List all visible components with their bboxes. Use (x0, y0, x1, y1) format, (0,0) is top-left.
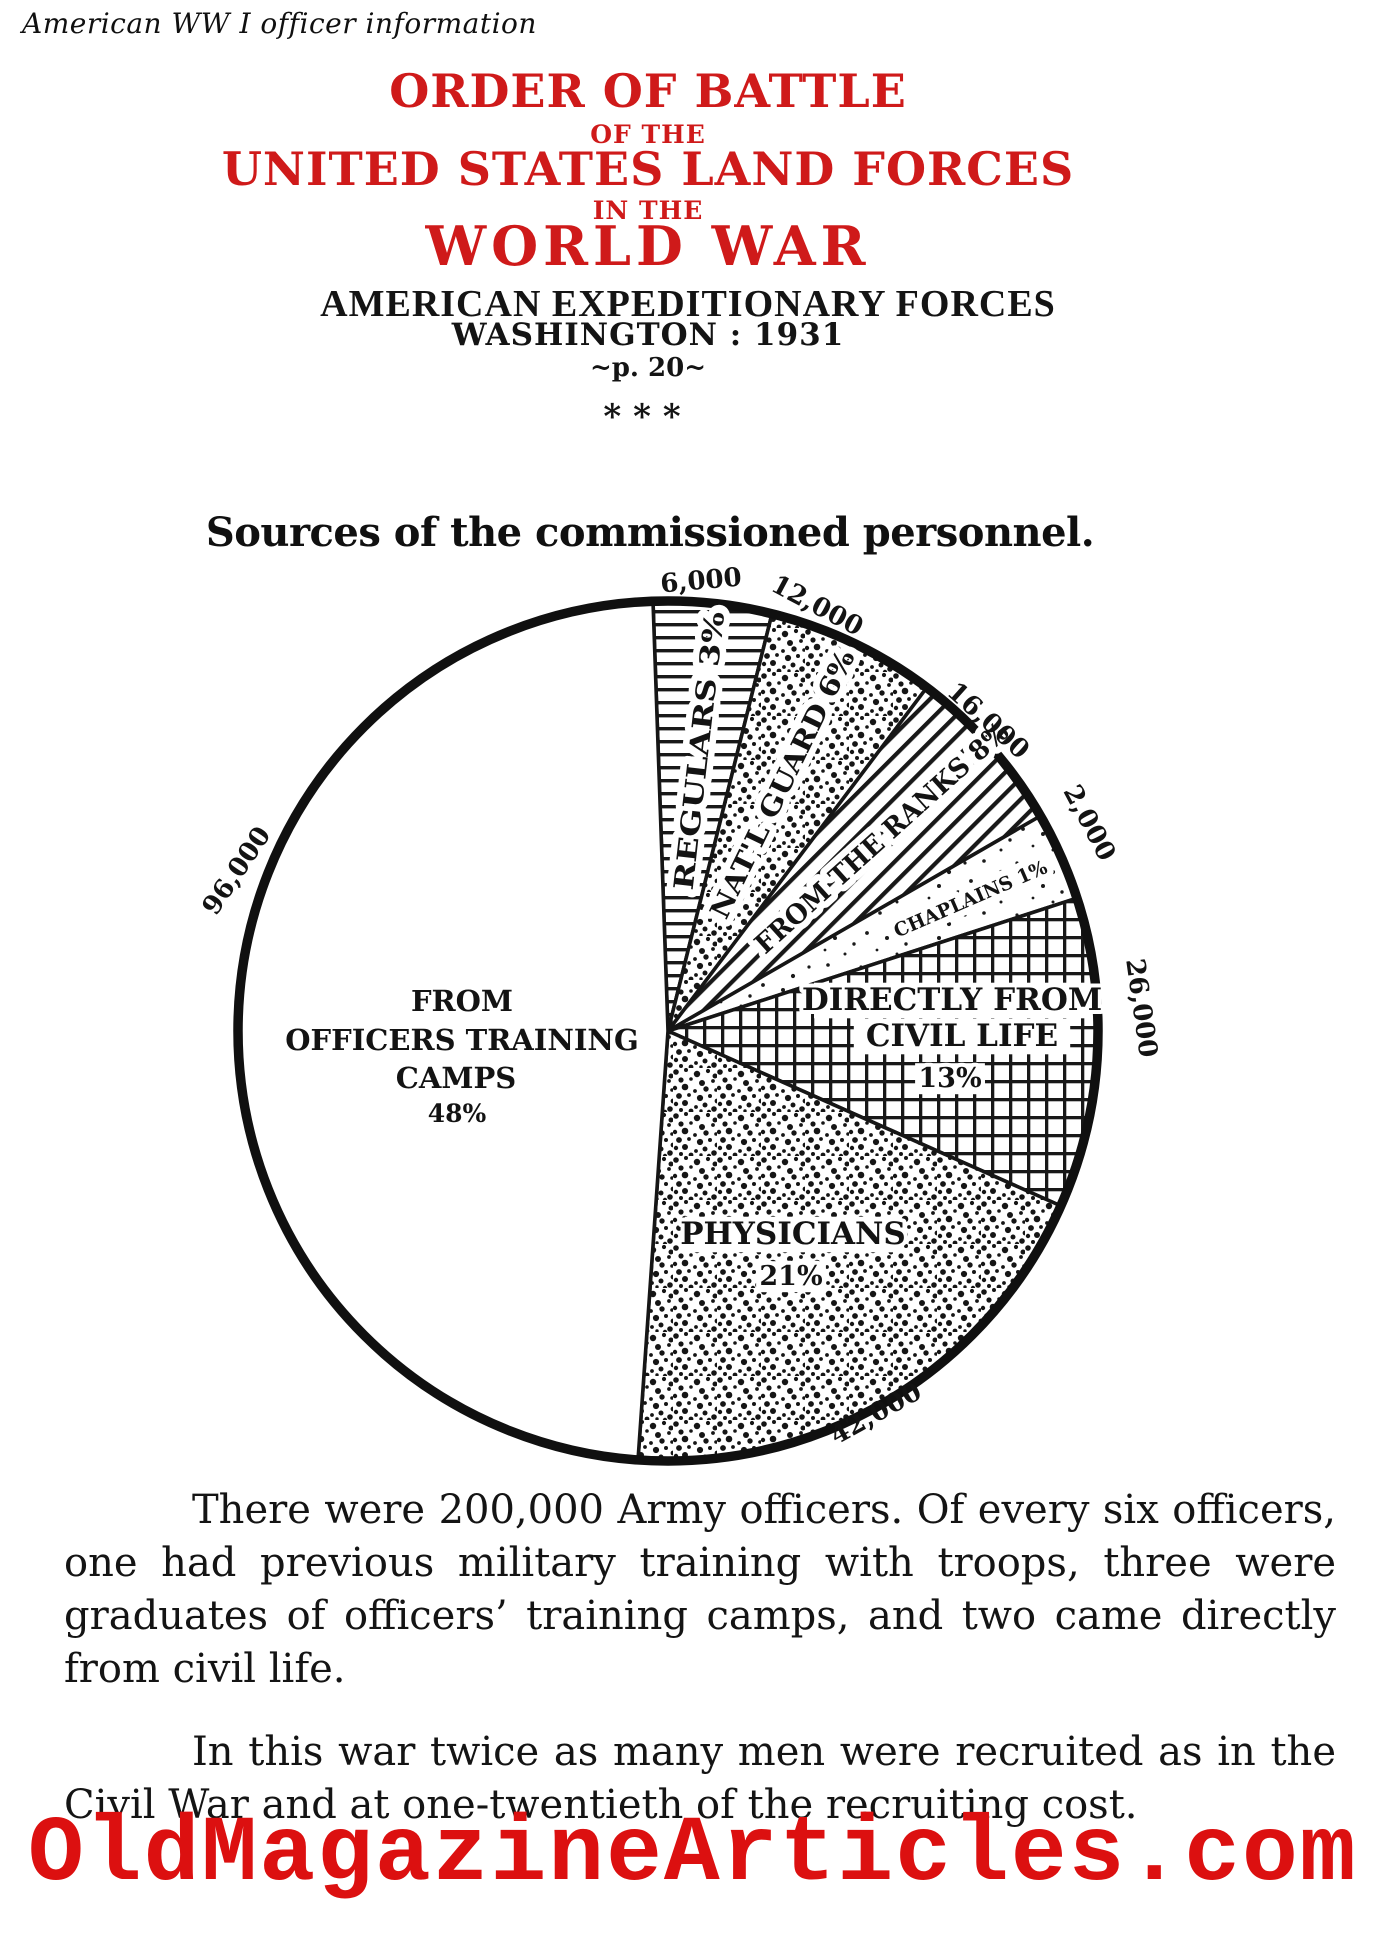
slice-label-directly-from-civil-life-line-0: DIRECTLY FROM (802, 982, 1102, 1018)
slice-label-bg (684, 1216, 902, 1253)
pie-outer-ring (233, 596, 1103, 1466)
slice-label-bg (814, 982, 1090, 1019)
article-text: There were 200,000 Army officers. Of eve… (64, 1484, 1336, 1832)
chart-title: Sources of the commissioned personnel. (205, 509, 1095, 556)
title-in-the: IN THE (592, 196, 704, 225)
pie-chart: REGULARS 3%NAT'L GUARD 6%FROM THE RANKS … (197, 563, 1163, 1466)
page-tagline: American WW I officer information (22, 7, 537, 40)
title-of-the: OF THE (590, 120, 706, 149)
title-order-of-battle: ORDER OF BATTLE (389, 64, 907, 118)
subtitle-aef: AMERICAN EXPEDITIONARY FORCES (320, 283, 1056, 325)
subtitle-washington: WASHINGTON : 1931 (451, 317, 845, 353)
paragraph-1: There were 200,000 Army officers. Of eve… (64, 1487, 1336, 1692)
slice-label-bg (756, 1261, 826, 1293)
slice-count-regulars: 6,000 (659, 563, 743, 600)
slice-label-from-officers-training-camps-line-2: CAMPS (396, 1061, 516, 1095)
slice-count-directly-from-civil-life: 26,000 (1119, 957, 1163, 1060)
slice-count-chaplains: 2,000 (1057, 780, 1122, 866)
slice-label-bg (915, 1063, 985, 1095)
slice-label-directly-from-civil-life-line-2: 13% (918, 1063, 981, 1094)
slice-label-from-officers-training-camps-line-3: 48% (428, 1099, 487, 1128)
slice-label-physicians-line-1: 21% (759, 1261, 822, 1292)
title-world-war: WORLD WAR (425, 214, 871, 278)
paragraph-2: In this war twice as many men were recru… (64, 1729, 1336, 1828)
slice-label-from-officers-training-camps-line-0: FROM (411, 984, 513, 1018)
slice-label-physicians-line-0: PHYSICIANS (680, 1216, 906, 1252)
footer-site-name: OldMagazineArticles.com (28, 1802, 1358, 1907)
separator-asterisks: *** (603, 397, 693, 437)
slice-label-from-officers-training-camps-line-1: OFFICERS TRAINING (285, 1023, 638, 1057)
slice-label-bg (853, 1018, 1071, 1055)
page-reference: ~p. 20~ (589, 353, 707, 383)
slice-label-directly-from-civil-life-line-1: CIVIL LIFE (866, 1018, 1058, 1054)
title-us-land-forces: UNITED STATES LAND FORCES (221, 142, 1075, 196)
